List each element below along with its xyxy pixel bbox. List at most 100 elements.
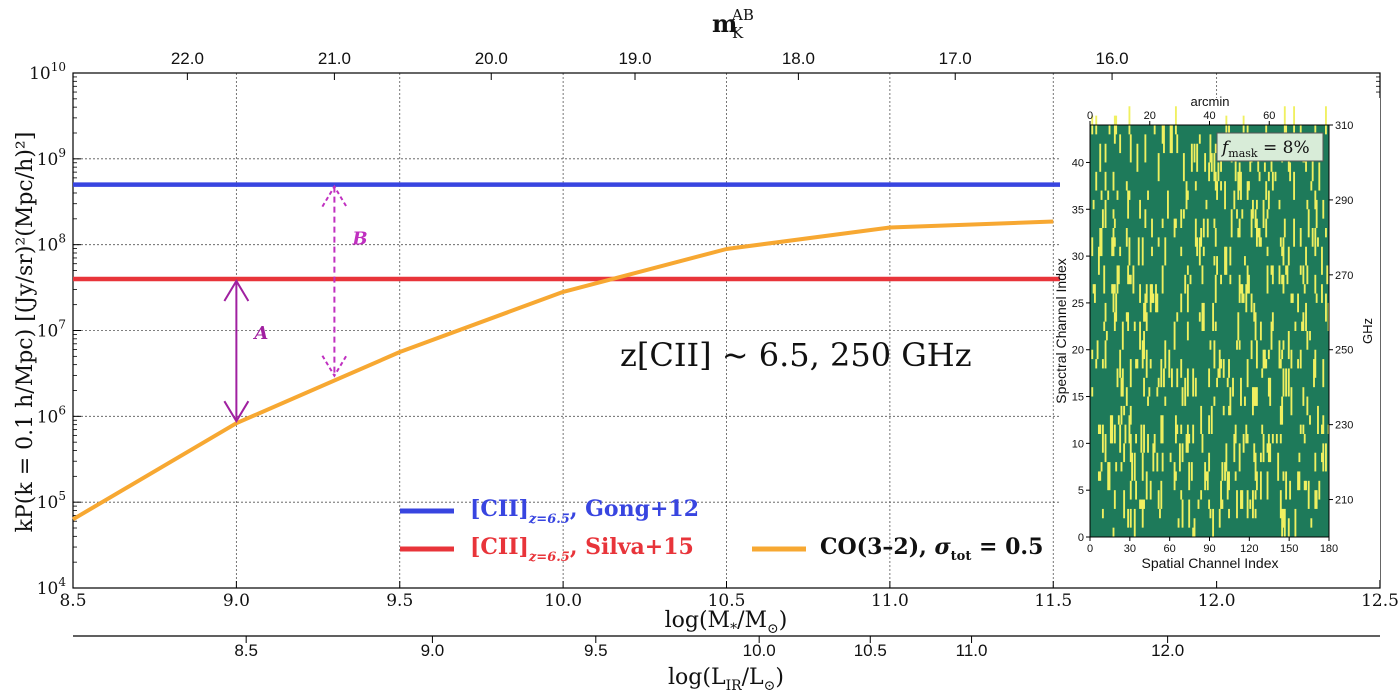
x-tick-label: 10.5: [708, 591, 746, 611]
mask-cell: [1099, 471, 1102, 481]
x-tick-label: 11.0: [871, 591, 909, 611]
legend-label-gong: [CII]z=6.5, Gong+12: [470, 496, 699, 527]
mask-cell: [1205, 471, 1208, 481]
mask-cell: [1145, 284, 1148, 303]
mask-cell: [1251, 199, 1254, 219]
mask-cell: [1302, 387, 1305, 406]
mask-cell: [1156, 387, 1159, 397]
mask-cell: [1127, 312, 1130, 331]
mask-cell: [1289, 480, 1292, 500]
mask-cell: [1262, 434, 1265, 463]
inset-right-tick-label: 310: [1335, 120, 1353, 132]
mask-cell: [1266, 209, 1269, 219]
mask-cell: [1127, 265, 1130, 285]
mask-cell: [1108, 462, 1111, 491]
mask-cell: [1285, 265, 1288, 275]
mask-cell: [1161, 125, 1164, 144]
mask-cell: [1120, 405, 1123, 425]
mask-cell: [1112, 171, 1115, 191]
mask-cell: [1164, 237, 1167, 266]
mask-cell: [1209, 508, 1212, 519]
mask-cell: [1149, 359, 1152, 369]
mask-cell: [1186, 368, 1189, 397]
mask-cell: [1127, 508, 1130, 528]
mask-cell: [1097, 246, 1100, 275]
mask-cell: [1173, 218, 1176, 238]
top-tick-label: 20.0: [475, 49, 508, 68]
mask-cell: [1129, 508, 1132, 528]
mask-cell: [1317, 405, 1319, 434]
mask-cell: [1263, 162, 1266, 172]
mask-cell: [1093, 284, 1096, 303]
mask-cell: [1224, 246, 1226, 275]
inset-mask-label: fmask = 8%: [1220, 138, 1310, 160]
mask-cell: [1147, 434, 1149, 453]
mask-cell: [1244, 256, 1246, 266]
mask-cell: [1185, 434, 1188, 453]
mask-cell: [1099, 424, 1102, 434]
mask-cell: [1100, 462, 1103, 472]
mask-cell: [1238, 274, 1241, 303]
mask-cell: [1151, 246, 1153, 257]
mask-cell: [1210, 405, 1213, 434]
mask-cell: [1176, 424, 1179, 434]
mask-cell: [1236, 340, 1238, 350]
mask-cell: [1139, 321, 1141, 350]
mask-cell: [1225, 443, 1228, 472]
mask-cell: [1135, 359, 1137, 369]
mask-cell: [1153, 434, 1156, 453]
mask-cell: [1180, 246, 1183, 257]
inset-left-label: Spectral Channel Index: [1053, 258, 1069, 404]
mask-cell: [1208, 452, 1211, 472]
annotations: AB: [223, 184, 368, 424]
mask-cell: [1201, 434, 1204, 453]
mask-cell: [1254, 490, 1257, 500]
mask-cell: [1176, 312, 1179, 322]
mask-cell: [1193, 143, 1196, 163]
lir-tick-label: 9.0: [421, 641, 445, 660]
mask-cell: [1208, 162, 1211, 182]
inset-bottom-tick-label: 90: [1203, 543, 1215, 555]
mask-cell: [1233, 190, 1236, 210]
mask-cell: [1194, 377, 1197, 397]
mask-cell: [1144, 134, 1147, 163]
mask-cell: [1157, 237, 1160, 247]
mask-cell: [1104, 143, 1107, 163]
mask-cell: [1111, 415, 1114, 444]
mask-cell: [1246, 490, 1249, 519]
mask-cell: [1128, 415, 1131, 444]
mask-cell: [1202, 246, 1205, 257]
mask-cell: [1317, 237, 1319, 247]
mask-cell: [1151, 284, 1153, 303]
mask-cell: [1151, 218, 1153, 238]
mask-cell: [1240, 171, 1242, 200]
mask-cell: [1246, 181, 1249, 200]
mask-cell: [1119, 349, 1122, 378]
mask-cell: [1208, 415, 1211, 434]
lir-tick-label: 8.5: [234, 641, 258, 660]
mask-cell: [1283, 508, 1286, 537]
mask-cell: [1255, 218, 1258, 247]
mask-cell: [1192, 424, 1195, 444]
mask-cell: [1271, 265, 1274, 285]
mask-cell: [1254, 209, 1257, 228]
mask-cell: [1281, 349, 1284, 360]
mask-cell: [1208, 499, 1211, 509]
mask-cell: [1254, 452, 1257, 481]
mask-cell: [1164, 340, 1167, 369]
mask-cell: [1091, 237, 1094, 257]
mask-cell: [1133, 321, 1136, 331]
mask-cell: [1194, 218, 1197, 247]
mask-cell: [1104, 340, 1107, 369]
mask-cell: [1266, 443, 1269, 453]
mask-cell: [1294, 321, 1297, 331]
mask-cell: [1298, 452, 1301, 463]
mask-cell: [1194, 181, 1197, 191]
mask-cell: [1250, 293, 1253, 313]
mask-cell: [1278, 265, 1281, 285]
mask-cell: [1105, 331, 1108, 341]
mask-cell: [1140, 499, 1143, 509]
mask-cell: [1104, 434, 1107, 463]
mask-cell: [1290, 349, 1293, 369]
mask-cell: [1238, 340, 1241, 350]
